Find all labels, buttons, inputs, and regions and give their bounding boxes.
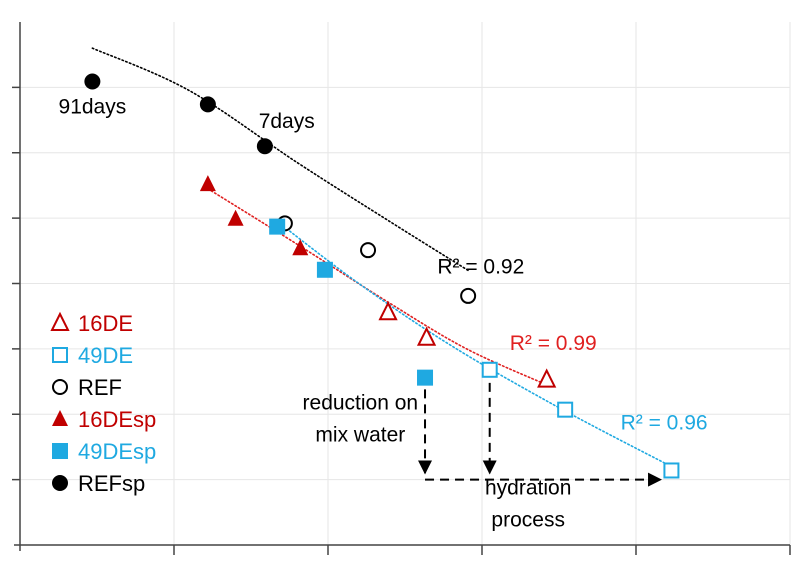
trendline-49de (276, 220, 673, 468)
trendline-16de (207, 187, 548, 386)
point-49desp (269, 218, 286, 235)
trendline-ref (91, 47, 469, 272)
point-49desp (316, 261, 333, 278)
legend-label-ref: REF (78, 375, 122, 400)
point-16desp (227, 209, 244, 226)
point-ref (460, 287, 477, 304)
annotation-r2-49de: R² = 0.96 (621, 411, 708, 434)
point-16desp (199, 175, 216, 192)
legend-label-16desp: 16DEsp (78, 407, 156, 432)
point-49desp (417, 369, 434, 386)
point-refsp (256, 138, 273, 155)
annotation-reduction-line1: reduction on (303, 392, 419, 415)
annotation-reduction-line2: mix water (315, 424, 405, 447)
legend-label-49de: 49DE (78, 343, 133, 368)
point-49de (481, 361, 498, 378)
point-49de (663, 462, 680, 479)
point-refsp (84, 73, 101, 90)
annotations: 91days 7days R² = 0.92 R² = 0.99 R² = 0.96 re… (59, 96, 708, 532)
point-16de (416, 326, 437, 346)
point-16de (378, 301, 398, 321)
annotation-hydration-line2: process (491, 509, 565, 532)
annotation-arrows (418, 382, 663, 487)
annotation-r2-16de: R² = 0.99 (510, 332, 597, 355)
legend-marker-16de (50, 311, 70, 331)
data-points (84, 73, 680, 479)
legend-label-refsp: REFsp (78, 471, 145, 496)
legend-marker-49de (52, 347, 68, 363)
trendlines (91, 47, 673, 468)
point-49de (557, 401, 574, 418)
legend: 16DE 49DE REF 16DEsp 49DEsp REFsp (50, 311, 156, 496)
axes (12, 22, 791, 555)
legend-marker-49desp (52, 443, 68, 459)
annotation-label-91days: 91days (59, 96, 127, 119)
legend-label-49desp: 49DEsp (78, 439, 156, 464)
legend-label-16de: 16DE (78, 311, 133, 336)
annotation-label-7days: 7days (259, 110, 315, 133)
legend-marker-16desp (52, 410, 68, 426)
legend-marker-refsp (52, 475, 68, 491)
legend-marker-ref (52, 379, 68, 395)
grid-lines (20, 22, 791, 545)
point-ref (360, 242, 377, 259)
annotation-r2-ref: R² = 0.92 (437, 256, 524, 279)
annotation-hydration-line1: hydration (485, 477, 571, 500)
point-refsp (199, 96, 216, 113)
point-16desp (292, 239, 309, 256)
point-16de (537, 368, 557, 388)
